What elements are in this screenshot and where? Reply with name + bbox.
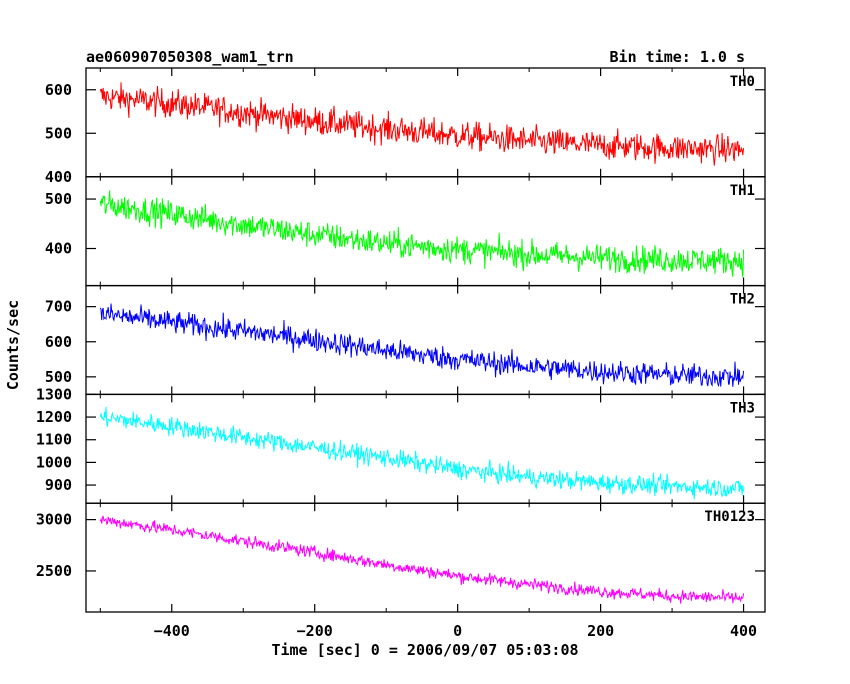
panel-th1: 400 500 TH1 (45, 176, 766, 287)
x-tick-label: 0 (453, 622, 462, 640)
y-axis-label: Counts/sec (4, 300, 22, 390)
y-tick-label: 600 (45, 333, 72, 351)
y-tick-label: 1000 (36, 453, 72, 471)
x-axis-label: Time [sec] 0 = 2006/09/07 05:03:08 (271, 641, 578, 659)
panel-label: TH2 (730, 292, 755, 308)
panel-frame (85, 393, 766, 504)
y-tick-label: 500 (45, 190, 72, 208)
y-tick-label: 1100 (36, 431, 72, 449)
panel-label: TH3 (730, 400, 755, 416)
y-tick-label: 500 (45, 124, 72, 142)
x-tick-label: 200 (587, 622, 614, 640)
y-tick-label: 3000 (36, 511, 72, 529)
panel-label: TH0123 (704, 509, 755, 525)
y-tick-label: 600 (45, 81, 72, 99)
series-line-th2 (99, 303, 745, 388)
panel-frame (85, 284, 766, 396)
y-tick-label: 900 (45, 476, 72, 494)
y-tick-label: 400 (45, 168, 72, 186)
y-tick-label: 2500 (36, 562, 72, 580)
y-tick-label: 500 (45, 368, 72, 386)
bin-time-label: Bin time: 1.0 s (610, 48, 745, 66)
series-line-th0 (99, 82, 745, 166)
panel-frame (85, 502, 766, 613)
series-line-th1 (99, 190, 745, 278)
panel-label: TH0 (730, 74, 755, 90)
x-tick-label: −400 (154, 622, 190, 640)
x-tick-label: 400 (730, 622, 757, 640)
y-tick-label: 400 (45, 240, 72, 258)
y-tick-label: 700 (45, 298, 72, 316)
x-tick-label: −200 (297, 622, 333, 640)
panel-frame (85, 67, 766, 178)
panel-label: TH1 (730, 183, 755, 199)
y-tick-label: 1200 (36, 408, 72, 426)
series-line-th3 (99, 406, 745, 500)
plot-title: ae060907050308_wam1_trn (86, 48, 294, 66)
y-tick-label: 1300 (36, 385, 72, 403)
panels-layer: 400 500 600 TH0 400 500 TH1 500 600 700 TH2 900 1000… (36, 67, 766, 640)
panel-th0123: 2500 3000 TH0123 (36, 502, 766, 613)
panel-th3: 900 1000 1100 1200 1300 TH3 (36, 385, 766, 504)
panel-th2: 500 600 700 TH2 (45, 284, 766, 396)
panel-th0: 400 500 600 TH0 (45, 67, 766, 186)
series-line-th0123 (99, 515, 745, 604)
